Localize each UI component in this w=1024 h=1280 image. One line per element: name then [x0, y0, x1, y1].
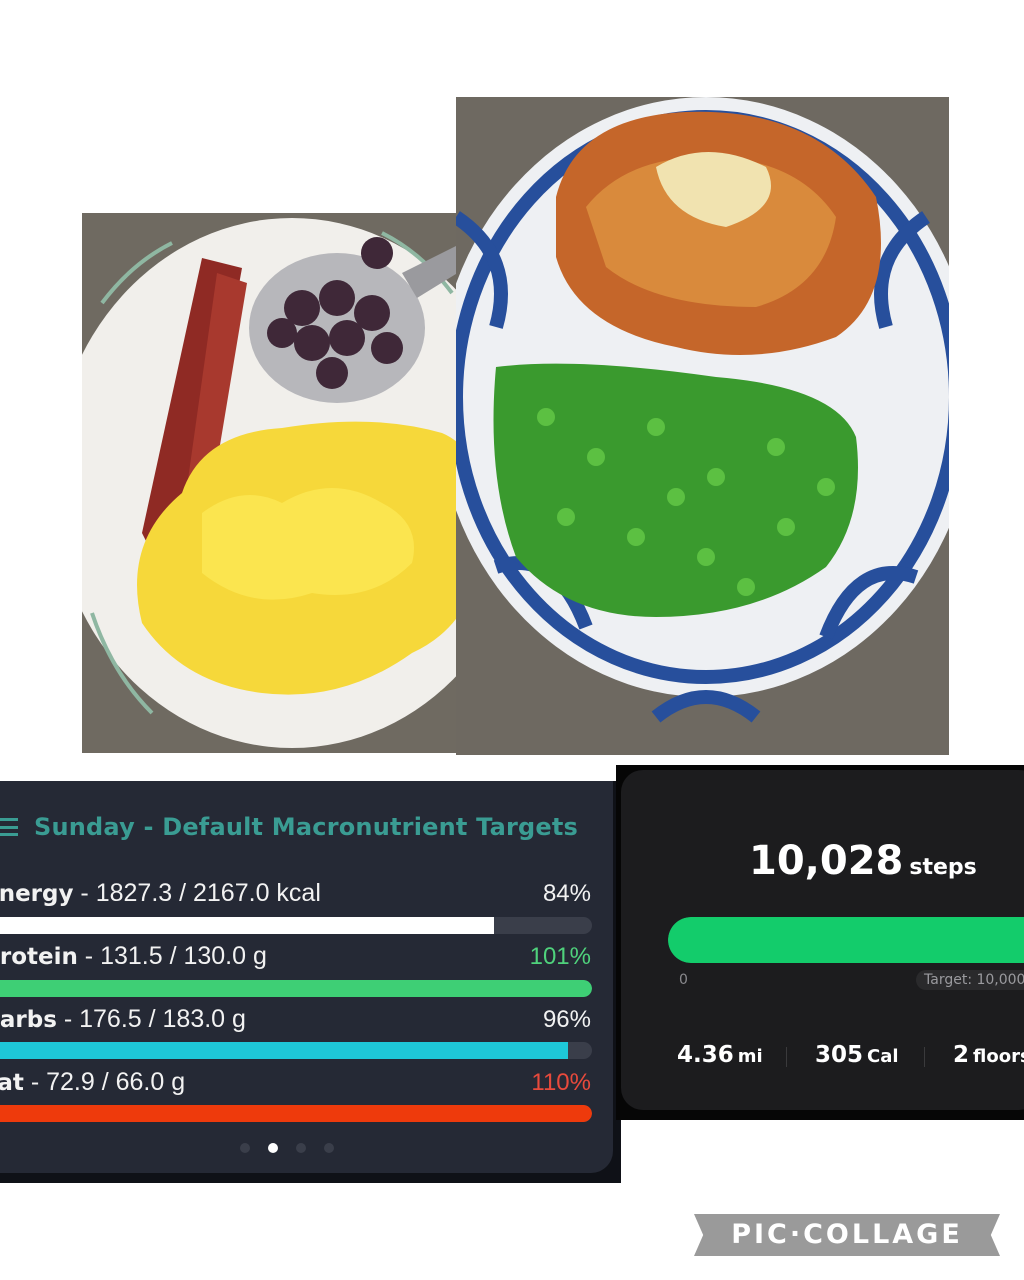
page-dot[interactable] [296, 1143, 306, 1153]
page-dot[interactable] [268, 1143, 278, 1153]
progress-fill [0, 1042, 568, 1059]
calories-stat: 305 Cal [815, 1042, 899, 1068]
pic-collage-watermark: PIC·COLLAGE [694, 1214, 1000, 1256]
breakfast-photo [82, 213, 490, 753]
protein-label: Protein - 131.5 / 130.0 g [0, 942, 267, 970]
protein-percent: 101% [529, 943, 591, 970]
steps-min-label: 0 [679, 972, 688, 988]
steps-progress-fill [668, 917, 1024, 963]
page-indicator[interactable] [240, 1143, 334, 1153]
energy-label: Energy - 1827.3 / 2167.0 kcal [0, 879, 321, 907]
fat-percent: 110% [531, 1069, 591, 1096]
carbs-percent: 96% [542, 1006, 591, 1033]
energy-percent: 84% [542, 880, 591, 907]
steps-target-label: Target: 10,000 [916, 970, 1024, 990]
protein-progress-bar [0, 980, 592, 997]
carbs-progress-bar [0, 1042, 592, 1059]
divider [786, 1047, 787, 1067]
steps-progress-bar [668, 917, 1024, 963]
page-dot[interactable] [324, 1143, 334, 1153]
carbs-label: Carbs - 176.5 / 183.0 g [0, 1005, 246, 1033]
page-dot[interactable] [240, 1143, 250, 1153]
floors-stat: 2floors [953, 1042, 1024, 1068]
divider [924, 1047, 925, 1067]
progress-fill [0, 1105, 592, 1122]
progress-fill [0, 917, 495, 934]
fat-progress-bar [0, 1105, 592, 1122]
steps-count: 10,028 steps [749, 838, 977, 884]
distance-stat: 4.36 mi [677, 1042, 763, 1068]
fat-label: Fat - 72.9 / 66.0 g [0, 1068, 186, 1096]
dinner-photo [456, 97, 949, 755]
energy-progress-bar [0, 917, 592, 934]
hamburger-menu-icon[interactable] [0, 818, 18, 836]
progress-fill [0, 980, 592, 997]
macronutrient-title: Sunday - Default Macronutrient Targets [34, 813, 579, 841]
